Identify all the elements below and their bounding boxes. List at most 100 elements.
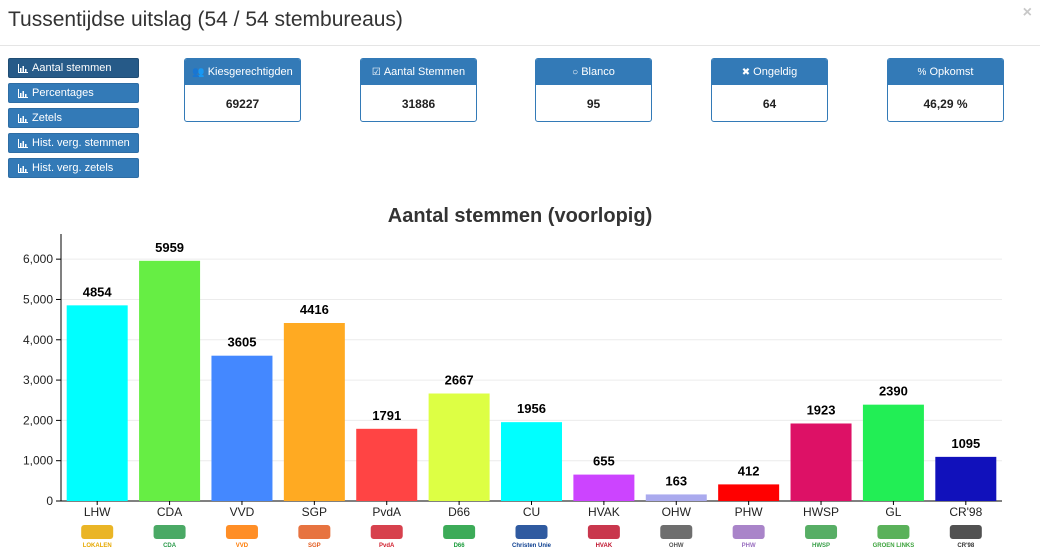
bar-chart-icon (18, 88, 28, 98)
logo-text: CDA (163, 543, 177, 549)
logo-text: D66 (454, 543, 466, 549)
logo-mark (298, 525, 331, 539)
stat-value: 95 (586, 96, 601, 111)
bar-pvda (356, 428, 418, 501)
x-tick-label: CU (523, 505, 540, 519)
bar-chart-icon (18, 163, 28, 173)
bar-cda (139, 260, 201, 501)
logo-text: SGP (308, 543, 321, 549)
d66-logo-icon: D66 (441, 521, 478, 551)
stat-card-aantal-stemmen: ☑ Aantal Stemmen 31886 (360, 58, 477, 122)
bar-ohw (645, 494, 707, 501)
sgp-logo-icon: SGP (296, 521, 333, 551)
bar-value-label: 5959 (155, 240, 184, 255)
modal-header: Tussentijdse uitslag (54 / 54 stembureau… (0, 0, 1040, 46)
bar-value-label: 412 (738, 463, 760, 478)
close-icon[interactable]: × (1022, 4, 1032, 21)
bar-chart-icon (18, 113, 28, 123)
nav-label: Hist. verg. stemmen (32, 137, 130, 149)
bar-value-label: 2667 (445, 372, 474, 387)
logo-mark (805, 525, 838, 539)
logo-text: LOKALEN (83, 543, 112, 549)
logo-mark (660, 525, 693, 539)
cr98-logo-icon: CR'98 (947, 521, 984, 551)
cda-logo-icon: CDA (151, 521, 188, 551)
bar-chart: 0 1,000 2,000 3,000 4,000 5,000 6,000 4854 LHW LO… (23, 234, 1002, 551)
x-tick-label: OHW (662, 505, 692, 519)
y-tick-label: 6,000 (23, 252, 53, 266)
logo-text: HVAK (596, 543, 613, 549)
bar-cu (501, 422, 562, 501)
stat-value: 31886 (401, 96, 436, 111)
x-tick-label: PHW (735, 505, 764, 519)
x-tick-label: VVD (230, 505, 255, 519)
logo-mark (587, 525, 620, 539)
x-tick-label: SGP (302, 505, 327, 519)
hvak-logo-icon: HVAK (585, 521, 622, 551)
circle-icon: ○ (572, 66, 579, 78)
logo-text: GROEN LINKS (873, 543, 915, 549)
cu-logo-icon: Christen Unie (512, 521, 552, 551)
y-tick-label: 1,000 (23, 454, 53, 468)
stat-card-ongeldig: ✖ Ongeldig 64 (711, 58, 828, 122)
nav-label: Hist. verg. zetels (32, 162, 114, 174)
logo-text: CR'98 (957, 543, 974, 549)
logo-mark (443, 525, 476, 539)
nav-hist-verg-zetels-button[interactable]: Hist. verg. zetels (8, 158, 139, 178)
ohw-logo-icon: OHW (658, 521, 695, 551)
x-tick-label: D66 (448, 505, 470, 519)
y-tick-label: 2,000 (23, 413, 53, 427)
bar-sgp (283, 323, 345, 501)
bar-lhw (66, 305, 128, 501)
x-tick-label: LHW (84, 505, 111, 519)
logo-mark (153, 525, 186, 539)
bar-value-label: 163 (665, 473, 687, 488)
logo-text: Christen Unie (512, 543, 552, 549)
stat-card-opkomst: % Opkomst 46,29 % (887, 58, 1004, 122)
nav-label: Percentages (32, 87, 94, 99)
bar-gl (862, 404, 924, 501)
nav-percentages-button[interactable]: Percentages (8, 83, 139, 103)
logo-mark (225, 525, 258, 539)
logo-mark (732, 525, 765, 539)
x-tick-label: GL (885, 505, 901, 519)
nav-aantal-stemmen-button[interactable]: Aantal stemmen (8, 58, 139, 78)
users-icon: 👥 (192, 66, 205, 78)
x-tick-label: HWSP (803, 505, 839, 519)
bar-phw (718, 484, 780, 501)
nav-zetels-button[interactable]: Zetels (8, 108, 139, 128)
stat-label: Blanco (581, 66, 615, 78)
logo-text: VVD (236, 543, 249, 549)
chart-title: Aantal stemmen (voorlopig) (387, 205, 653, 227)
bar-chart-icon (18, 138, 28, 148)
times-icon: ✖ (741, 66, 751, 78)
nav-hist-verg-stemmen-button[interactable]: Hist. verg. stemmen (8, 133, 139, 153)
logo-text: HWSP (812, 543, 830, 549)
hwsp-logo-icon: HWSP (803, 521, 840, 551)
gl-logo-icon: GROEN LINKS (873, 521, 915, 551)
vvd-logo-icon: VVD (223, 521, 260, 551)
logo-mark (370, 525, 403, 539)
bar-cr98 (935, 456, 997, 501)
bar-value-label: 1956 (517, 401, 546, 416)
pvda-logo-icon: PvdA (368, 521, 405, 551)
logo-text: PvdA (379, 543, 395, 549)
stat-card-kiesgerechtigden: 👥 Kiesgerechtigden 69227 (184, 58, 301, 122)
logo-mark (949, 525, 982, 539)
bar-value-label: 1095 (951, 436, 980, 451)
y-tick-label: 5,000 (23, 292, 53, 306)
stat-label: Opkomst (929, 66, 974, 78)
x-tick-label: CR'98 (949, 505, 982, 519)
stat-value: 64 (762, 96, 777, 111)
y-tick-label: 4,000 (23, 333, 53, 347)
stat-label: Aantal Stemmen (383, 66, 466, 78)
bar-vvd (211, 355, 273, 501)
page-title: Tussentijdse uitslag (54 / 54 stembureau… (8, 8, 403, 31)
x-tick-label: PvdA (372, 505, 401, 519)
bar-value-label: 4854 (83, 284, 113, 299)
bar-value-label: 3605 (228, 335, 257, 350)
logo-text: PHW (742, 543, 756, 549)
bar-value-label: 655 (593, 454, 615, 469)
lhw-logo-icon: LOKALEN (79, 521, 116, 551)
stat-label: Ongeldig (753, 66, 798, 78)
